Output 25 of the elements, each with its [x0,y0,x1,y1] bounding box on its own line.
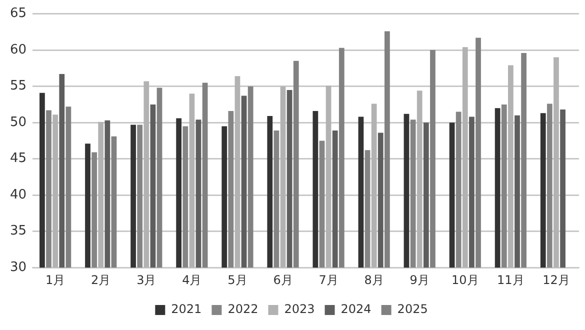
x-tick-label: 2月 [91,272,111,287]
x-tick-label: 6月 [273,272,293,287]
x-tick-label: 8月 [364,272,384,287]
y-tick-label: 65 [10,6,27,22]
x-tick-label: 7月 [318,272,338,287]
y-tick-label: 50 [10,114,27,130]
y-tick-label: 35 [10,224,27,239]
legend-label: 2025 [397,302,428,316]
y-tick-label: 45 [10,151,27,166]
x-tick-label: 10月 [452,272,479,287]
x-tick-label: 3月 [136,272,156,287]
x-tick-label: 11月 [497,272,524,287]
y-tick-label: 60 [10,42,27,58]
y-tick-label: 30 [10,260,27,275]
x-tick-label: 1月 [45,272,66,287]
y-tick-label: 55 [10,78,27,94]
x-tick-label: 9月 [410,272,430,287]
legend-label: 2022 [228,302,258,316]
legend-label: 2021 [171,302,202,316]
x-tick-label: 4月 [182,272,202,287]
legend-label: 2023 [284,302,315,316]
legend-label: 2024 [340,302,372,316]
y-tick-label: 40 [10,187,27,202]
x-tick-label: 5月 [228,272,248,287]
x-tick-label: 12月 [542,272,570,287]
